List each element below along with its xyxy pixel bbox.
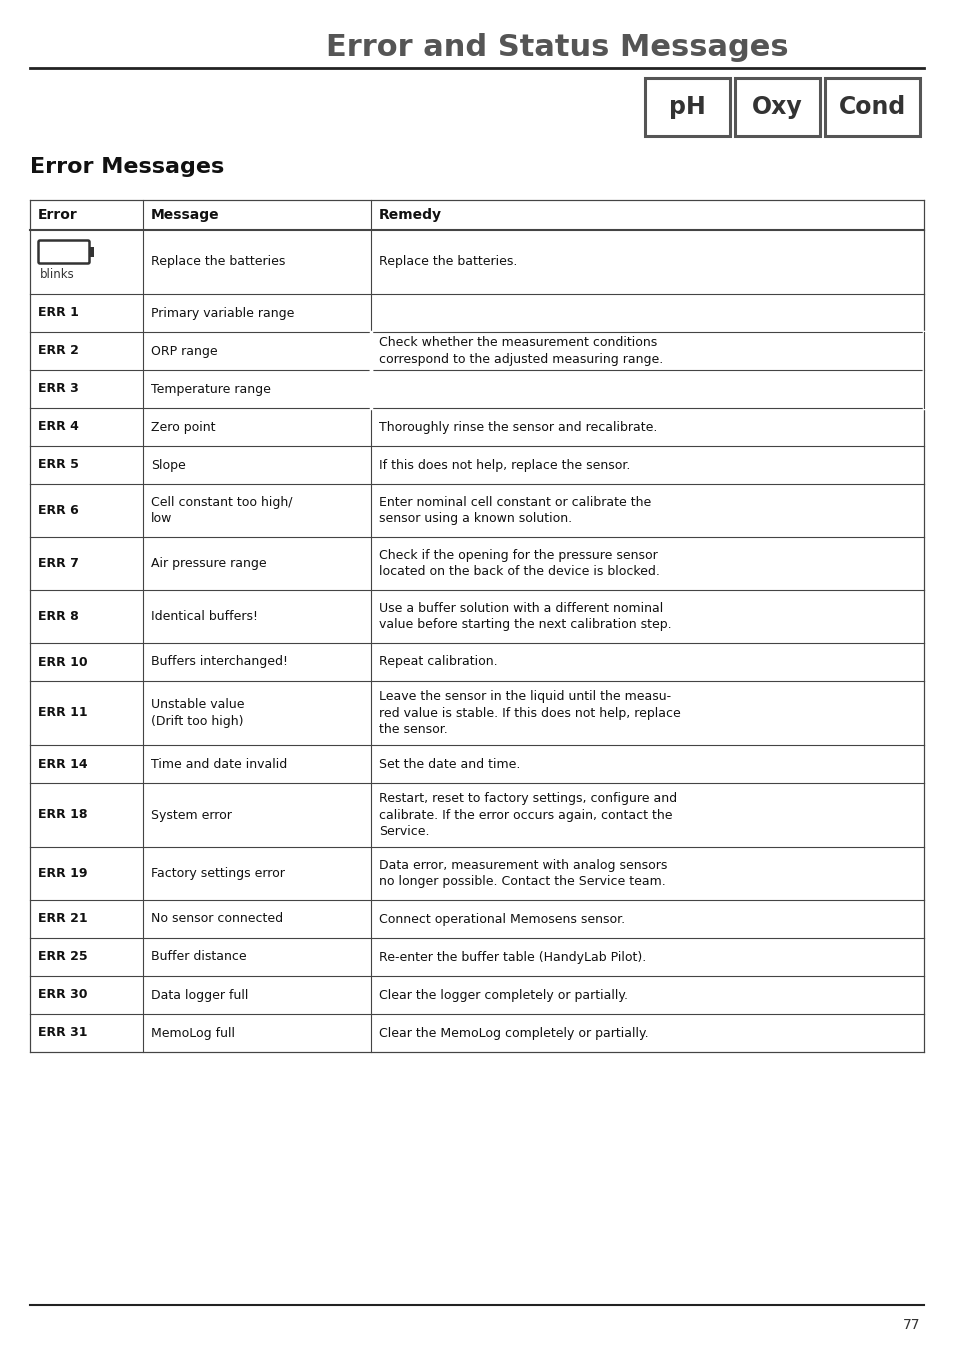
Text: ERR 2: ERR 2 bbox=[38, 344, 79, 358]
Text: Temperature range: Temperature range bbox=[151, 382, 271, 395]
Text: Error Messages: Error Messages bbox=[30, 157, 224, 178]
Text: Repeat calibration.: Repeat calibration. bbox=[378, 655, 497, 668]
Text: Leave the sensor in the liquid until the measu-
red value is stable. If this doe: Leave the sensor in the liquid until the… bbox=[378, 690, 680, 736]
Text: ERR 8: ERR 8 bbox=[38, 611, 79, 623]
Bar bbox=[644, 78, 729, 136]
Text: Replace the batteries.: Replace the batteries. bbox=[378, 256, 517, 269]
Text: Buffer distance: Buffer distance bbox=[151, 951, 247, 963]
Text: ERR 3: ERR 3 bbox=[38, 382, 79, 395]
Text: Restart, reset to factory settings, configure and
calibrate. If the error occurs: Restart, reset to factory settings, conf… bbox=[378, 792, 677, 838]
Text: ERR 25: ERR 25 bbox=[38, 951, 88, 963]
Bar bbox=[30, 484, 923, 537]
Text: ERR 19: ERR 19 bbox=[38, 868, 88, 880]
Bar bbox=[30, 745, 923, 783]
Bar bbox=[30, 200, 923, 230]
Text: ORP range: ORP range bbox=[151, 344, 217, 358]
Bar bbox=[30, 295, 923, 332]
Bar bbox=[30, 447, 923, 484]
Text: blinks: blinks bbox=[40, 268, 74, 281]
Text: Data logger full: Data logger full bbox=[151, 989, 248, 1002]
Text: Message: Message bbox=[151, 208, 219, 222]
Text: No sensor connected: No sensor connected bbox=[151, 912, 283, 925]
FancyBboxPatch shape bbox=[38, 241, 90, 264]
Text: Identical buffers!: Identical buffers! bbox=[151, 611, 257, 623]
Text: ERR 21: ERR 21 bbox=[38, 912, 88, 925]
Text: ERR 11: ERR 11 bbox=[38, 706, 88, 720]
Text: Oxy: Oxy bbox=[751, 95, 802, 118]
Text: Check whether the measurement conditions
correspond to the adjusted measuring ra: Check whether the measurement conditions… bbox=[378, 336, 662, 366]
Bar bbox=[30, 681, 923, 745]
Text: ERR 30: ERR 30 bbox=[38, 989, 88, 1002]
Text: Slope: Slope bbox=[151, 459, 186, 472]
Bar bbox=[30, 332, 923, 370]
Bar bbox=[824, 78, 919, 136]
Text: ERR 7: ERR 7 bbox=[38, 557, 79, 570]
Bar bbox=[30, 976, 923, 1014]
Text: Set the date and time.: Set the date and time. bbox=[378, 757, 519, 771]
Bar bbox=[30, 230, 923, 295]
Bar bbox=[30, 1014, 923, 1052]
Text: Remedy: Remedy bbox=[378, 208, 441, 222]
Bar bbox=[30, 537, 923, 590]
Bar bbox=[30, 937, 923, 976]
Text: ERR 1: ERR 1 bbox=[38, 307, 79, 320]
Text: Unstable value
(Drift too high): Unstable value (Drift too high) bbox=[151, 698, 244, 728]
Bar bbox=[30, 590, 923, 643]
Text: Thoroughly rinse the sensor and recalibrate.: Thoroughly rinse the sensor and recalibr… bbox=[378, 421, 657, 433]
Text: Cond: Cond bbox=[838, 95, 905, 118]
Text: Data error, measurement with analog sensors
no longer possible. Contact the Serv: Data error, measurement with analog sens… bbox=[378, 858, 667, 888]
Text: 77: 77 bbox=[902, 1318, 919, 1332]
Text: Factory settings error: Factory settings error bbox=[151, 868, 285, 880]
Bar bbox=[734, 78, 820, 136]
Bar bbox=[30, 370, 923, 408]
Text: Air pressure range: Air pressure range bbox=[151, 557, 266, 570]
Text: If this does not help, replace the sensor.: If this does not help, replace the senso… bbox=[378, 459, 630, 472]
Text: Zero point: Zero point bbox=[151, 421, 215, 433]
Bar bbox=[89, 247, 94, 257]
Text: Use a buffer solution with a different nominal
value before starting the next ca: Use a buffer solution with a different n… bbox=[378, 601, 671, 631]
Text: ERR 14: ERR 14 bbox=[38, 757, 88, 771]
Text: pH: pH bbox=[668, 95, 705, 118]
Text: Enter nominal cell constant or calibrate the
sensor using a known solution.: Enter nominal cell constant or calibrate… bbox=[378, 496, 651, 526]
Text: Cell constant too high/
low: Cell constant too high/ low bbox=[151, 496, 293, 526]
Text: Primary variable range: Primary variable range bbox=[151, 307, 294, 320]
Text: MemoLog full: MemoLog full bbox=[151, 1026, 234, 1040]
Text: System error: System error bbox=[151, 808, 232, 822]
Text: ERR 18: ERR 18 bbox=[38, 808, 88, 822]
Bar bbox=[30, 847, 923, 900]
Text: ERR 6: ERR 6 bbox=[38, 504, 79, 516]
Text: ERR 4: ERR 4 bbox=[38, 421, 79, 433]
Bar bbox=[30, 643, 923, 681]
Text: Clear the MemoLog completely or partially.: Clear the MemoLog completely or partiall… bbox=[378, 1026, 648, 1040]
Text: Re-enter the buffer table (HandyLab Pilot).: Re-enter the buffer table (HandyLab Pilo… bbox=[378, 951, 645, 963]
Text: Error and Status Messages: Error and Status Messages bbox=[325, 34, 787, 62]
Text: Connect operational Memosens sensor.: Connect operational Memosens sensor. bbox=[378, 912, 624, 925]
Bar bbox=[30, 783, 923, 847]
Text: ERR 31: ERR 31 bbox=[38, 1026, 88, 1040]
Text: Error: Error bbox=[38, 208, 77, 222]
Text: Buffers interchanged!: Buffers interchanged! bbox=[151, 655, 288, 668]
Text: Check if the opening for the pressure sensor
located on the back of the device i: Check if the opening for the pressure se… bbox=[378, 549, 659, 578]
Bar bbox=[30, 408, 923, 447]
Text: Clear the logger completely or partially.: Clear the logger completely or partially… bbox=[378, 989, 627, 1002]
Text: ERR 10: ERR 10 bbox=[38, 655, 88, 668]
Text: Time and date invalid: Time and date invalid bbox=[151, 757, 287, 771]
Text: Replace the batteries: Replace the batteries bbox=[151, 256, 285, 269]
Text: ERR 5: ERR 5 bbox=[38, 459, 79, 472]
Bar bbox=[30, 900, 923, 937]
